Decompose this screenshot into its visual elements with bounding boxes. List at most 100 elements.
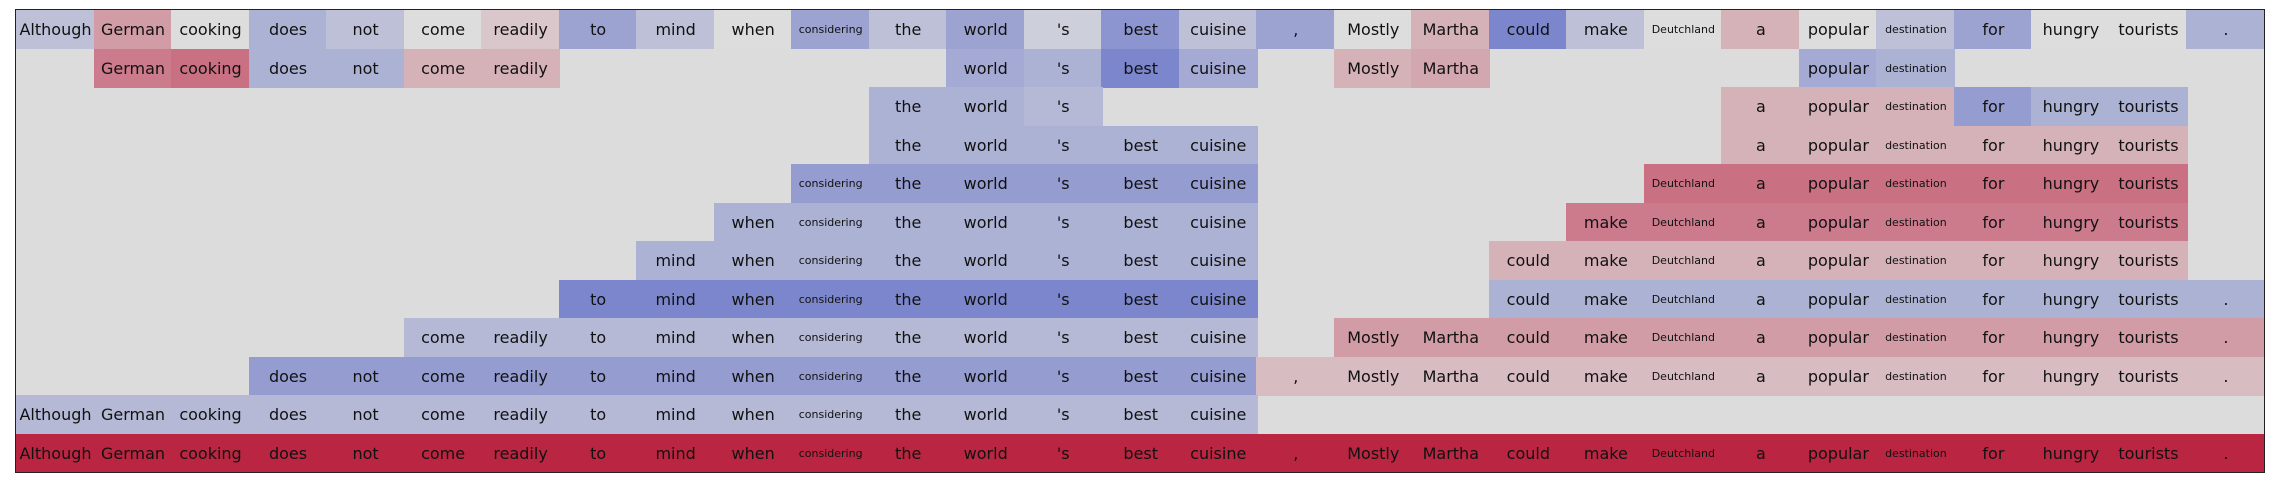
heatmap-cell: cuisine [1178,318,1258,357]
heatmap-cell: popular [1798,10,1878,49]
heatmap-cell: when [713,433,793,472]
heatmap-cell: world [946,10,1026,49]
heatmap-cell: cuisine [1178,241,1258,280]
heatmap-cell: world [946,202,1026,242]
heatmap-cell: mind [636,395,716,434]
heatmap-cell: considering [791,279,871,319]
heatmap-cell: best [1101,10,1181,49]
heatmap-cell: come [403,48,483,88]
heatmap-cell: cooking [171,48,251,88]
heatmap-cell: cuisine [1178,356,1258,396]
heatmap-cell: popular [1798,318,1878,357]
heatmap-cell: Although [16,395,95,434]
heatmap-cell: best [1101,202,1181,242]
heatmap-cell: tourists [2108,356,2188,396]
heatmap-cell: popular [1798,87,1878,126]
heatmap-cell: 's [1023,125,1103,165]
heatmap-cell: destination [1876,433,1956,472]
heatmap-cell: not [326,356,406,396]
heatmap-cell: mind [636,279,716,319]
heatmap-cell: Mostly [1333,10,1413,49]
heatmap-cell: considering [791,202,871,242]
heatmap-cell: for [1953,241,2033,280]
heatmap-cell: tourists [2108,202,2188,242]
heatmap-cell: for [1953,164,2033,203]
heatmap-cell: world [946,318,1026,357]
heatmap-cell: not [326,395,406,434]
heatmap-cell: . [2186,279,2264,319]
heatmap-cell: world [946,87,1026,126]
heatmap-cell: . [2186,433,2264,472]
heatmap-cell: German [93,433,173,472]
heatmap-cell: a [1721,279,1801,319]
heatmap-cell: destination [1876,87,1956,126]
heatmap-cell: readily [481,10,561,49]
heatmap-cell: cuisine [1178,433,1258,472]
heatmap-cell: destination [1876,164,1956,203]
heatmap-cell: world [946,279,1026,319]
heatmap-cell: does [248,48,328,88]
heatmap-cell: tourists [2108,10,2188,49]
heatmap-cell: readily [481,48,561,88]
heatmap-cell: considering [791,433,871,472]
heatmap-cell: come [403,356,483,396]
heatmap-cell: mind [636,318,716,357]
heatmap-cell: world [946,125,1026,165]
heatmap-cell: best [1101,125,1181,165]
heatmap-cell: Although [16,433,95,472]
heatmap-cell: make [1566,318,1646,357]
heatmap-cell: a [1721,164,1801,203]
heatmap-cell: does [248,10,328,49]
heatmap-cell: make [1566,433,1646,472]
heatmap-cell: not [326,433,406,472]
heatmap-cell: for [1953,10,2033,49]
heatmap-cell: cooking [171,10,251,49]
heatmap-cell: come [403,10,483,49]
heatmap-cell: Martha [1411,10,1491,49]
heatmap-cell: 's [1023,202,1103,242]
heatmap-cell: 's [1023,279,1103,319]
heatmap-cell: cooking [171,433,251,472]
heatmap-cell: considering [791,395,871,434]
heatmap-cell: popular [1798,202,1878,242]
heatmap-cell: destination [1876,318,1956,357]
heatmap-cell: popular [1798,48,1878,88]
heatmap-cell: the [868,125,948,165]
heatmap-cell: could [1488,356,1568,396]
heatmap-cell: best [1101,241,1181,280]
heatmap-cell: world [946,395,1026,434]
heatmap-cell: hungry [2031,318,2111,357]
heatmap-cell: cuisine [1178,48,1258,88]
heatmap-cell: the [868,164,948,203]
heatmap-cell: destination [1876,202,1956,242]
heatmap-cell: popular [1798,164,1878,203]
heatmap-cell: destination [1876,48,1956,88]
heatmap-cell: hungry [2031,87,2111,126]
heatmap-cell: . [2186,318,2264,357]
heatmap-cell: for [1953,125,2033,165]
heatmap-cell: world [946,241,1026,280]
heatmap-cell: tourists [2108,164,2188,203]
heatmap-cell: Deutchland [1643,202,1723,242]
heatmap-cell: a [1721,433,1801,472]
heatmap-cell: . [2186,10,2264,49]
heatmap-cell: readily [481,395,561,434]
heatmap-cell: when [713,10,793,49]
heatmap-cell: make [1566,202,1646,242]
heatmap-cell: a [1721,125,1801,165]
heatmap-cell: hungry [2031,241,2111,280]
heatmap-cell: Deutchland [1643,164,1723,203]
heatmap-cell: a [1721,318,1801,357]
heatmap-cell: best [1101,318,1181,357]
heatmap-cell: hungry [2031,202,2111,242]
heatmap-cell: readily [481,318,561,357]
heatmap-cell: come [403,395,483,434]
heatmap-cell: German [93,48,173,88]
heatmap-cell: Deutchland [1643,318,1723,357]
heatmap-cell: world [946,48,1026,88]
heatmap-cell: Although [16,10,95,49]
heatmap-cell: world [946,356,1026,396]
heatmap-cell: hungry [2031,125,2111,165]
token-heatmap: Although German cooking does not come readily t… [15,9,2265,473]
heatmap-cell: the [868,10,948,49]
